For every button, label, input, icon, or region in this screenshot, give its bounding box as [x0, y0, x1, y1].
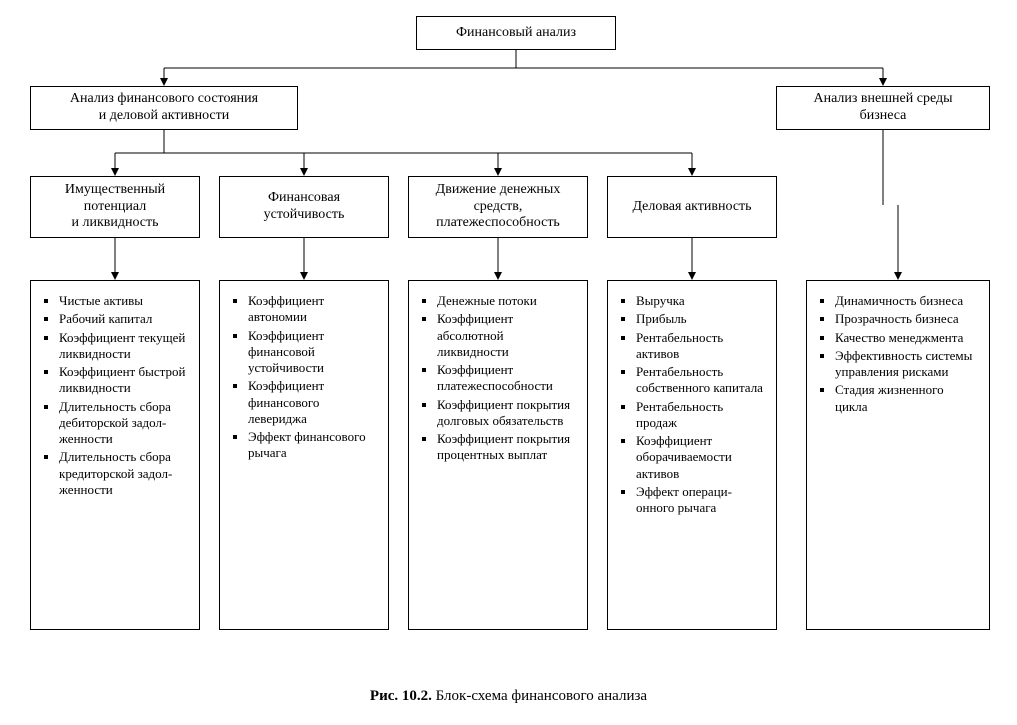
- node-fin-label: Финансоваяустойчивость: [264, 190, 345, 224]
- leaf-item: Эффективность системы управле­ния рискам…: [835, 348, 979, 381]
- diagram-canvas: Финансовый анализ Анализ финансового сос…: [0, 0, 1017, 725]
- leaf-item: Коэффициент быстрой ликвидности: [59, 364, 189, 397]
- leaf-item: Коэффициент финансовой устойчивости: [248, 328, 378, 377]
- node-cash: Движение денежныхсредств,платежеспособно…: [408, 176, 588, 238]
- leaf-item: Качество менеджмента: [835, 330, 979, 346]
- leaf-item: Коэффициент покрытия про­центных выплат: [437, 431, 577, 464]
- node-root: Финансовый анализ: [416, 16, 616, 50]
- node-env-label: Анализ внешней средыбизнеса: [813, 91, 952, 125]
- leaf-item: Коэффициент оборачиваемости активов: [636, 433, 766, 482]
- leaf-item: Прибыль: [636, 311, 766, 327]
- leaf-item: Динамичность бизнеса: [835, 293, 979, 309]
- caption-prefix: Рис. 10.2.: [370, 688, 432, 704]
- leaf-item: Коэффициент текущей ликвидности: [59, 330, 189, 363]
- node-liq-label: Имущественныйпотенциали ликвидность: [65, 182, 165, 232]
- leaf-item: Рентабельность активов: [636, 330, 766, 363]
- node-state-label: Анализ финансового состоянияи деловой ак…: [70, 91, 258, 125]
- leaf-liquidity: Чистые активы Рабочий капитал Коэффициент …: [30, 280, 200, 630]
- leaf-item: Коэффициент покрытия долго­вых обязатель…: [437, 397, 577, 430]
- figure-caption: Рис. 10.2. Блок-схема финансового анализ…: [0, 688, 1017, 705]
- leaf-item: Прозрачность бизнеса: [835, 311, 979, 327]
- leaf-environment: Динамичность бизнеса Прозрачность бизнеса…: [806, 280, 990, 630]
- leaf-item: Коэффициент платежеспо­собности: [437, 362, 577, 395]
- leaf-business-activity: ВыручкаПрибыльРентабельность активовРент…: [607, 280, 777, 630]
- node-fin: Финансоваяустойчивость: [219, 176, 389, 238]
- leaf-item: Рабочий капитал: [59, 311, 189, 327]
- node-act: Деловая активность: [607, 176, 777, 238]
- node-env: Анализ внешней средыбизнеса: [776, 86, 990, 130]
- node-cash-label: Движение денежныхсредств,платежеспособно…: [436, 182, 561, 232]
- leaf-item: Стадия жизнен­ного цикла: [835, 382, 979, 415]
- leaf-item: Рентабельность собственного капитала: [636, 364, 766, 397]
- node-liq: Имущественныйпотенциали ликвидность: [30, 176, 200, 238]
- leaf-item: Эффект операци­онного рычага: [636, 484, 766, 517]
- leaf-item: Эффект финансового рычага: [248, 429, 378, 462]
- leaf-item: Денежные потоки: [437, 293, 577, 309]
- leaf-financial: Коэффициент автономииКоэффициент финансо…: [219, 280, 389, 630]
- leaf-item: Коэффициент финансового левериджа: [248, 378, 378, 427]
- leaf-item: Длительность сбора кредитор­ской задол­ж…: [59, 449, 189, 498]
- node-root-label: Финансовый анализ: [456, 25, 576, 42]
- leaf-item: Коэффициент абсолютной ликвидности: [437, 311, 577, 360]
- leaf-item: Чистые активы: [59, 293, 189, 309]
- caption-text: Блок-схема финансового анализа: [432, 688, 647, 704]
- node-act-label: Деловая активность: [632, 199, 751, 216]
- leaf-item: Рентабельность продаж: [636, 399, 766, 432]
- leaf-item: Длительность сбора дебитор­ской задол­же…: [59, 399, 189, 448]
- node-state: Анализ финансового состоянияи деловой ак…: [30, 86, 298, 130]
- leaf-item: Коэффициент автономии: [248, 293, 378, 326]
- leaf-cash-flow: Денежные потоки Коэффициент абсолютной ли…: [408, 280, 588, 630]
- leaf-item: Выручка: [636, 293, 766, 309]
